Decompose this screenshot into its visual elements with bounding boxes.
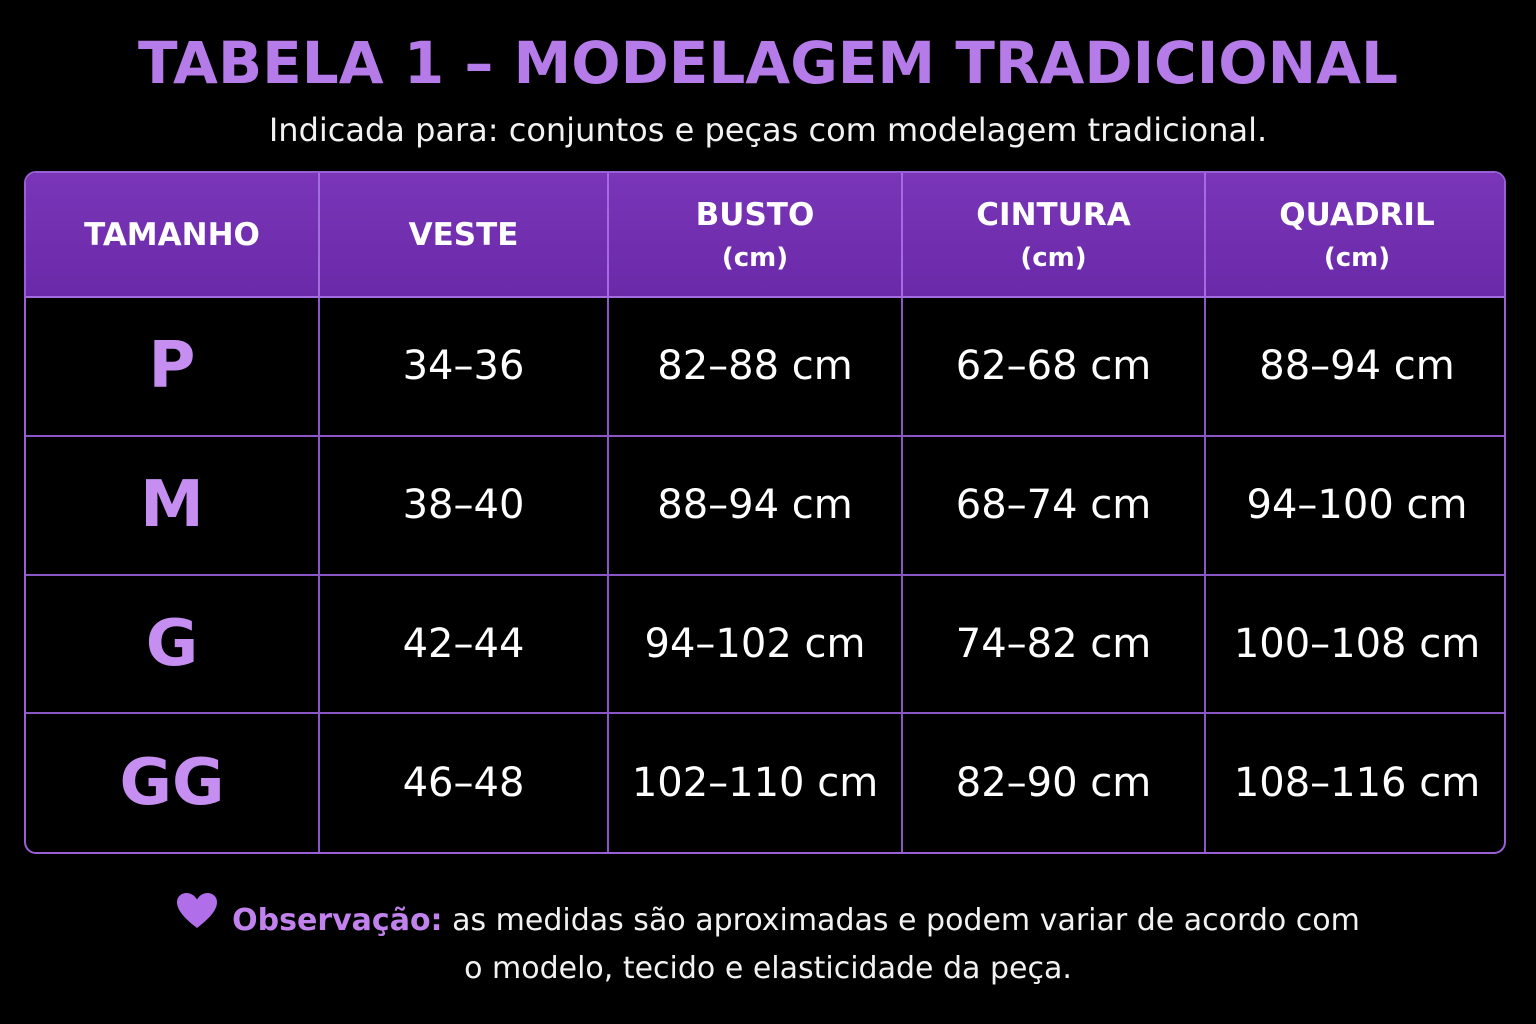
page-subtitle: Indicada para: conjuntos e peças com mod… (268, 111, 1268, 149)
veste-cell: 42–44 (319, 574, 609, 715)
size-cell: GG (26, 713, 320, 852)
table-row: G 42–44 94–102 cm 74–82 cm 100–108 cm (26, 574, 1504, 715)
busto-cell: 94–102 cm (608, 574, 903, 715)
header-label: QUADRIL (1279, 196, 1435, 233)
size-table-grid: TAMANHO VESTE BUSTO (cm) CINTURA (cm) QU… (26, 173, 1504, 852)
busto-cell: 88–94 cm (608, 435, 903, 576)
size-table: TAMANHO VESTE BUSTO (cm) CINTURA (cm) QU… (24, 171, 1506, 854)
veste-cell: 34–36 (319, 297, 609, 437)
quadril-cell: 100–108 cm (1205, 574, 1504, 715)
header-veste: VESTE (319, 173, 609, 298)
header-unit: (cm) (1020, 242, 1087, 273)
quadril-cell: 108–116 cm (1233, 760, 1481, 807)
note-label: Observação: (232, 903, 443, 938)
header-unit: (cm) (721, 242, 789, 273)
header-quadril: QUADRIL (cm) (1205, 173, 1504, 298)
header-label: TAMANHO (84, 216, 260, 253)
table-header-row: TAMANHO VESTE BUSTO (cm) CINTURA (cm) QU… (26, 173, 1504, 298)
quadril-cell: 94–100 cm (1205, 435, 1504, 576)
size-cell: G (26, 574, 320, 715)
note-text-1: as medidas são aproximadas e podem varia… (452, 903, 1360, 938)
header-label: CINTURA (976, 196, 1131, 233)
note-line-2: o modelo, tecido e elasticidade da peça. (464, 951, 1072, 986)
table-row: P 34–36 82–88 cm 62–68 cm 88–94 cm (26, 297, 1504, 437)
veste-cell: 46–48 (319, 713, 609, 852)
page-title: TABELA 1 – MODELAGEM TRADICIONAL (138, 29, 1398, 97)
note: Observação: as medidas são aproximadas e… (0, 893, 1536, 991)
header-label: VESTE (408, 216, 519, 253)
busto-cell: 102–110 cm (608, 713, 903, 852)
cintura-cell: 74–82 cm (902, 574, 1206, 715)
size-cell: M (26, 435, 320, 576)
cintura-cell: 62–68 cm (902, 297, 1206, 437)
header-busto: BUSTO (cm) (608, 173, 903, 298)
heart-icon (176, 892, 218, 943)
header-label: BUSTO (695, 196, 815, 233)
header-cintura: CINTURA (cm) (902, 173, 1206, 298)
size-cell: P (26, 297, 320, 437)
header-tamanho: TAMANHO (26, 173, 320, 298)
table-row: GG 46–48 102–110 cm 82–90 cm 108–116 cm (26, 713, 1504, 852)
note-line-1: Observação: as medidas são aproximadas e… (0, 893, 1536, 947)
veste-cell: 38–40 (319, 435, 609, 576)
header-unit: (cm) (1323, 242, 1391, 273)
busto-cell: 82–88 cm (608, 297, 903, 437)
quadril-cell: 88–94 cm (1205, 297, 1504, 437)
cintura-cell: 82–90 cm (902, 713, 1206, 852)
cintura-cell: 68–74 cm (902, 435, 1206, 576)
table-row: M 38–40 88–94 cm 68–74 cm 94–100 cm (26, 435, 1504, 576)
